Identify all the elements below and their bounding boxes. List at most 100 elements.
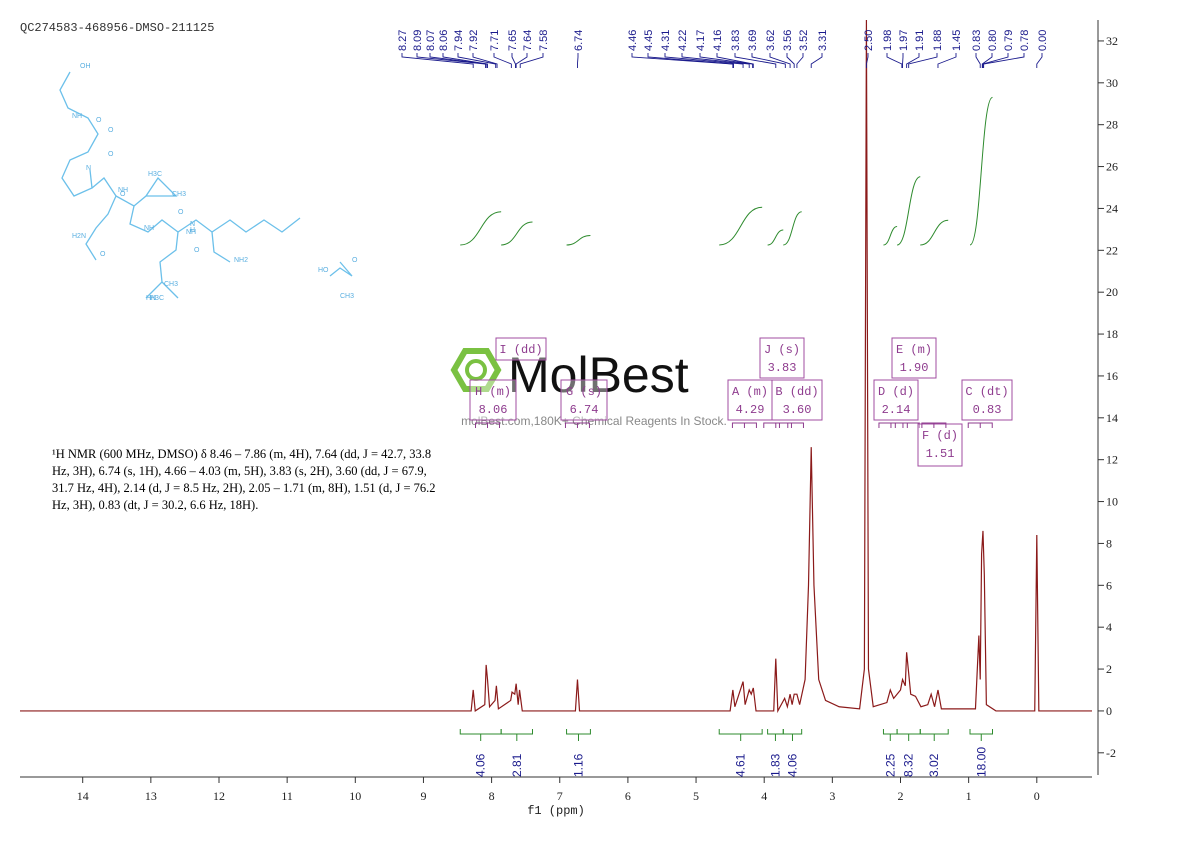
- peak-label: 1.98: [882, 30, 894, 51]
- peak-label: 0.83: [971, 30, 983, 51]
- y-tick-label: 24: [1106, 201, 1118, 215]
- x-axis-label: f1 (ppm): [527, 804, 585, 818]
- peak-connector: [647, 53, 734, 68]
- multiplet-label: B (dd): [775, 385, 818, 399]
- integral-label: 8.32: [902, 753, 916, 777]
- peak-label: 7.58: [538, 30, 550, 51]
- x-tick-label: 3: [829, 789, 835, 803]
- integral-curve: [566, 234, 591, 246]
- x-tick-label: 13: [145, 789, 157, 803]
- integral-curve: [783, 211, 802, 246]
- multiplet-box: [469, 379, 517, 421]
- spectrum-line: [20, 19, 1092, 714]
- atom-label: CH3: [164, 281, 178, 288]
- multiplet-label: I (dd): [499, 343, 542, 357]
- multiplet-shift: 4.29: [736, 403, 765, 417]
- peak-connector: [975, 53, 981, 68]
- multiplet-shift: 3.60: [783, 403, 812, 417]
- x-tick-label: 11: [281, 789, 293, 803]
- atom-label: O: [352, 257, 358, 264]
- integral-curve: [501, 221, 533, 246]
- y-tick-label: 8: [1106, 536, 1112, 550]
- nmr-description: ¹H NMR (600 MHz, DMSO) δ 8.46 – 7.86 (m,…: [52, 447, 436, 512]
- y-tick-label: 14: [1106, 411, 1118, 425]
- multiplet-label: H (m): [475, 385, 511, 399]
- peak-label: 7.92: [468, 30, 480, 51]
- logo-ring: [465, 359, 487, 381]
- peak-connector: [886, 53, 903, 68]
- integral-label: 4.06: [785, 753, 799, 777]
- atom-label: O: [96, 117, 102, 124]
- peak-label: 4.46: [627, 30, 639, 51]
- multiplet-shift: 1.51: [926, 447, 955, 461]
- y-tick-label: 30: [1106, 76, 1118, 90]
- peak-label: 7.64: [522, 30, 534, 51]
- peak-label: 3.83: [730, 30, 742, 51]
- atom-label: O: [100, 251, 106, 258]
- y-tick-label: 22: [1106, 243, 1118, 257]
- y-tick-label: 20: [1106, 285, 1118, 299]
- peak-connector: [493, 53, 512, 68]
- multiplet-box: [560, 379, 608, 421]
- peak-label: 0.79: [1003, 30, 1015, 51]
- peak-connector: [457, 53, 497, 68]
- multiplet-box: [891, 337, 937, 379]
- peak-connector: [664, 53, 744, 68]
- peak-label: 8.06: [438, 30, 450, 51]
- peak-label: 0.00: [1037, 30, 1049, 51]
- x-tick-label: 4: [761, 789, 767, 803]
- atom-label: H2N: [72, 233, 86, 240]
- integral-label: 1.83: [768, 753, 782, 777]
- integral-bracket: [500, 729, 533, 741]
- integral-label: 1.16: [571, 753, 585, 777]
- atom-label: OH: [80, 63, 91, 70]
- multiplet-shift: 2.14: [882, 403, 911, 417]
- integral-label: 2.81: [510, 753, 524, 777]
- multiplet-marker: [763, 422, 789, 428]
- peak-label: 7.94: [453, 30, 465, 51]
- peak-connector: [577, 53, 579, 68]
- atom-label: H3C: [150, 295, 164, 302]
- sample-name: QC274583-468956-DMSO-211125: [20, 21, 214, 35]
- integral-bracket: [566, 729, 591, 741]
- x-tick-label: 8: [489, 789, 495, 803]
- atom-label: N: [190, 221, 195, 228]
- x-tick-label: 12: [213, 789, 225, 803]
- peak-connector: [937, 53, 957, 68]
- x-tick-label: 5: [693, 789, 699, 803]
- multiplet-marker: [475, 422, 501, 428]
- integral-bracket: [767, 729, 784, 741]
- peak-label: 1.91: [914, 30, 926, 51]
- y-tick-label: -2: [1106, 746, 1116, 760]
- peak-label: 4.45: [643, 30, 655, 51]
- molecule: [59, 71, 353, 299]
- watermark-tagline: molBest.com,180K+ Chemical Reagents In S…: [461, 414, 727, 428]
- atom-label: CH3: [340, 293, 354, 300]
- peak-connector: [699, 53, 754, 68]
- multiplet-marker: [731, 422, 757, 428]
- peak-label: 0.80: [987, 30, 999, 51]
- peak-label: 4.16: [712, 30, 724, 51]
- integral-label: 3.02: [927, 753, 941, 777]
- multiplet-label: F (d): [922, 429, 958, 443]
- peak-label: 3.56: [782, 30, 794, 51]
- peak-connector: [981, 53, 993, 68]
- multiplet-box: [495, 337, 547, 361]
- multiplet-label: G (s): [566, 385, 602, 399]
- peak-label: 4.22: [677, 30, 689, 51]
- y-tick-label: 32: [1106, 34, 1118, 48]
- multiplet-shift: 3.83: [768, 361, 797, 375]
- integral-label: 4.06: [474, 753, 488, 777]
- peak-label: 3.69: [747, 30, 759, 51]
- peak-label: 2.50: [863, 30, 875, 51]
- peak-connector: [751, 53, 786, 68]
- x-tick-label: 0: [1034, 789, 1040, 803]
- atom-label: O: [178, 209, 184, 216]
- multiplet-label: J (s): [764, 343, 800, 357]
- peak-label: 8.09: [412, 30, 424, 51]
- watermark-brand: MolBest: [508, 347, 689, 403]
- peak-connector: [786, 53, 795, 68]
- peak-connector: [716, 53, 754, 68]
